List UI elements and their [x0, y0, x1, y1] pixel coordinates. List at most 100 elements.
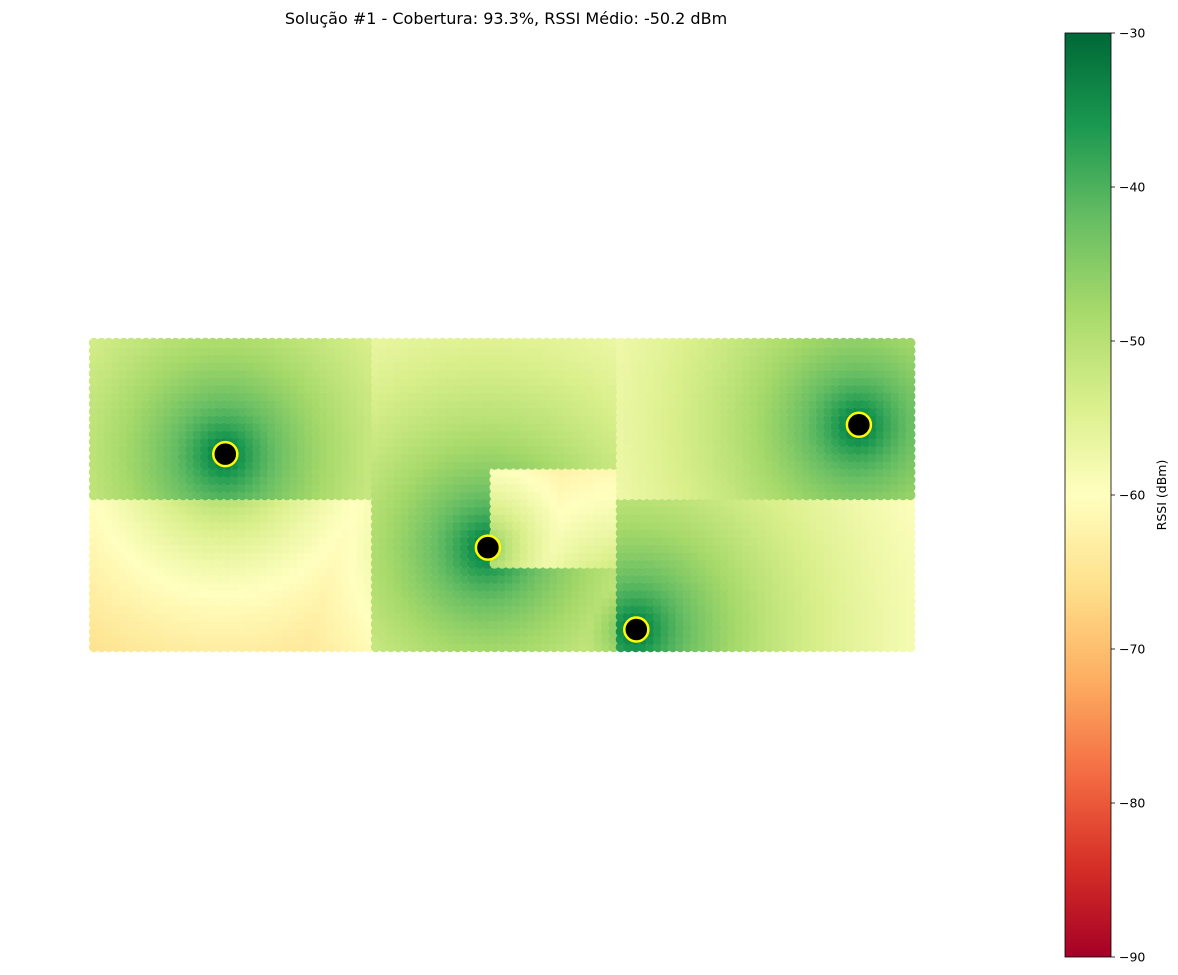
heatmap-cell — [890, 558, 901, 569]
heatmap-cell — [207, 626, 218, 637]
heatmap-cell — [333, 596, 345, 607]
heatmap-cell — [489, 634, 500, 645]
heatmap-cell — [400, 641, 411, 653]
heatmap-cell — [652, 565, 664, 577]
heatmap-cell — [430, 550, 441, 561]
heatmap-cell — [578, 626, 589, 637]
heatmap-cell — [393, 619, 404, 630]
heatmap-cell — [125, 581, 137, 592]
heatmap-cell — [823, 581, 834, 592]
heatmap-cell — [155, 634, 166, 645]
heatmap-cell — [333, 603, 345, 615]
heatmap-cell — [370, 588, 382, 599]
heatmap-cell — [712, 626, 723, 637]
heatmap-cell — [801, 588, 812, 599]
heatmap-cell — [215, 550, 226, 561]
heatmap-cell — [118, 558, 129, 569]
heatmap-cell — [170, 565, 181, 577]
heatmap-cell — [304, 558, 315, 569]
heatmap-cell — [793, 619, 805, 630]
heatmap-cell — [170, 588, 181, 599]
heatmap-cell — [838, 634, 849, 645]
heatmap-cell — [103, 626, 115, 637]
heatmap-cell — [400, 558, 411, 569]
heatmap-cell — [823, 588, 834, 599]
heatmap-cell — [816, 581, 827, 592]
heatmap-cell — [148, 588, 159, 599]
heatmap-cell — [697, 596, 708, 607]
heatmap-cell — [192, 581, 204, 592]
heatmap-cell — [370, 581, 382, 592]
heatmap-cell — [244, 565, 255, 577]
heatmap-cell — [252, 641, 263, 653]
heatmap-cell — [96, 596, 107, 607]
heatmap-cell — [905, 565, 916, 577]
heatmap-cell — [400, 603, 411, 615]
heatmap-cell — [96, 573, 107, 584]
heatmap-cell — [563, 641, 575, 653]
heatmap-cell — [400, 596, 411, 607]
heatmap-cell — [586, 573, 597, 584]
heatmap-cell — [645, 611, 656, 622]
heatmap-cell — [163, 581, 174, 592]
heatmap-cell — [845, 573, 857, 584]
heatmap-cell — [667, 641, 678, 653]
heatmap-cell — [556, 558, 567, 569]
heatmap-cell — [556, 573, 567, 584]
heatmap-cell — [496, 588, 508, 599]
heatmap-cell — [259, 619, 270, 630]
heatmap-cell — [452, 611, 463, 622]
heatmap-cell — [808, 581, 819, 592]
heatmap-cell — [897, 596, 909, 607]
heatmap-cell — [897, 626, 909, 637]
heatmap-cell — [727, 588, 738, 599]
heatmap-cell — [482, 558, 493, 569]
heatmap-cell — [697, 641, 708, 653]
heatmap-cell — [749, 619, 760, 630]
heatmap-cell — [660, 603, 671, 615]
heatmap-cell — [415, 565, 426, 577]
heatmap-cell — [207, 565, 218, 577]
heatmap-cell — [348, 611, 359, 622]
heatmap-cell — [816, 619, 827, 630]
heatmap-cell — [593, 626, 604, 637]
heatmap-cell — [719, 573, 730, 584]
heatmap-cell — [853, 573, 864, 584]
heatmap-cell — [504, 581, 515, 592]
heatmap-cell — [830, 573, 842, 584]
heatmap-cell — [370, 565, 382, 577]
heatmap-cell — [511, 611, 523, 622]
heatmap-cell — [355, 619, 367, 630]
heatmap-cell — [712, 611, 723, 622]
heatmap-cell — [548, 581, 560, 592]
heatmap-cell — [556, 588, 567, 599]
heatmap-cell — [786, 626, 797, 637]
heatmap-cell — [608, 558, 619, 569]
heatmap-cell — [393, 581, 404, 592]
heatmap-cell — [185, 634, 196, 645]
heatmap-cell — [719, 596, 730, 607]
heatmap-cell — [163, 558, 174, 569]
heatmap-cell — [422, 641, 434, 653]
heatmap-cell — [192, 641, 204, 653]
heatmap-cell — [734, 573, 745, 584]
heatmap-cell — [467, 581, 478, 592]
heatmap-cell — [304, 641, 315, 653]
heatmap-cell — [741, 626, 753, 637]
heatmap-cell — [868, 565, 879, 577]
heatmap-cell — [504, 603, 515, 615]
heatmap-cell — [140, 619, 152, 630]
colorbar-tick-label: −50 — [1119, 334, 1145, 349]
heatmap-cell — [712, 634, 723, 645]
heatmap-cell — [667, 581, 678, 592]
heatmap-cell — [422, 581, 434, 592]
heatmap-cell — [185, 588, 196, 599]
heatmap-cell — [571, 603, 582, 615]
heatmap-cell — [229, 565, 241, 577]
heatmap-cell — [489, 611, 500, 622]
heatmap-cell — [489, 581, 500, 592]
heatmap-cell — [415, 581, 426, 592]
heatmap-cell — [341, 634, 352, 645]
heatmap-cell — [111, 573, 122, 584]
heatmap-cell — [541, 634, 552, 645]
